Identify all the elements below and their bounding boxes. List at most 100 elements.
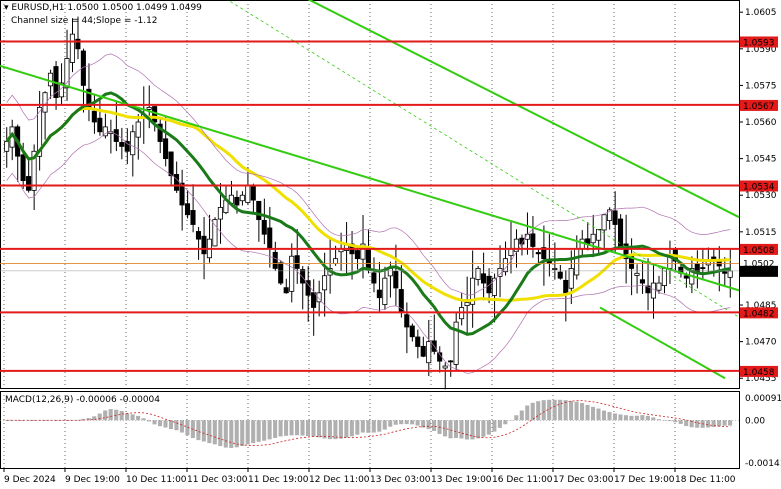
candle [382, 277, 388, 305]
candle [420, 345, 426, 357]
x-tick-label: 16 Dec 11:00 [492, 475, 553, 485]
candle [639, 279, 646, 284]
macd-bar [563, 400, 568, 421]
candle [135, 121, 141, 138]
macd-bar [486, 420, 491, 435]
macd-bar [42, 420, 47, 421]
macd-bar [103, 410, 108, 421]
macd-bar [196, 420, 201, 441]
macd-bar [212, 420, 217, 445]
macd-bar [344, 420, 349, 438]
macd-bar [262, 420, 267, 441]
macd-bar [125, 413, 130, 421]
macd-bar [152, 420, 157, 425]
macd-bar [470, 420, 475, 440]
candle [119, 142, 125, 147]
candle [190, 210, 196, 225]
macd-bar [289, 420, 294, 436]
channel-line-middle [0, 64, 740, 292]
macd-bar [136, 415, 141, 421]
macd-bar [580, 403, 585, 421]
candle [448, 360, 454, 363]
macd-bar [448, 420, 453, 439]
macd-bar [229, 420, 234, 448]
candle [563, 279, 569, 294]
candle [124, 141, 130, 152]
macd-bar [119, 411, 124, 421]
candle [64, 58, 70, 89]
macd-bar [59, 420, 64, 421]
candle [475, 268, 481, 280]
macd-bar [514, 415, 519, 421]
x-tick-label: 9 Dec 2024 [4, 475, 56, 485]
macd-bar [245, 420, 250, 445]
candle [354, 250, 360, 260]
macd-bar [695, 420, 700, 428]
macd-bar [81, 418, 86, 421]
candle [239, 194, 245, 202]
macd-bar [240, 420, 245, 447]
candle [289, 255, 295, 292]
candle [31, 150, 37, 191]
candle [47, 72, 54, 87]
candle [305, 280, 311, 296]
candle [163, 138, 169, 160]
candle [453, 321, 459, 365]
macd-bar [497, 420, 502, 428]
macd-bar [300, 420, 305, 436]
x-tick-label: 13 Dec 03:00 [370, 475, 431, 485]
macd-bar [92, 416, 97, 421]
macd-bar [481, 420, 486, 437]
macd-bar [634, 415, 639, 421]
macd-bar [377, 420, 382, 432]
macd-bar [295, 420, 300, 436]
macd-scale-mid: 0.00 [745, 416, 765, 426]
macd-bar [541, 400, 546, 421]
macd-bar [574, 401, 579, 421]
candle [623, 243, 629, 260]
macd-bar [366, 420, 371, 433]
x-tick-label: 9 Dec 19:00 [65, 475, 120, 485]
macd-bar [475, 420, 480, 439]
macd-scale-top: 0.00091 [745, 394, 781, 404]
candle [409, 325, 415, 338]
macd-bar [223, 420, 228, 448]
macd-bar [640, 415, 645, 421]
candle [332, 258, 339, 265]
macd-bar [601, 410, 607, 421]
candle [316, 292, 322, 303]
envelope-lower [6, 131, 731, 374]
y-tick-label: 1.0455 [745, 374, 777, 384]
candle [464, 302, 470, 306]
candle [234, 196, 240, 206]
candle [393, 270, 399, 289]
macd-bar [316, 420, 322, 438]
candle [415, 336, 421, 347]
candle [360, 243, 366, 260]
candle [80, 50, 86, 86]
macd-bar [163, 420, 168, 428]
macd-bar [207, 420, 212, 444]
y-tick-label: 1.0605 [745, 8, 777, 18]
candle [322, 275, 328, 291]
candle [557, 271, 563, 279]
level-tag [740, 307, 778, 319]
macd-bar [558, 399, 563, 421]
candle [426, 341, 432, 364]
macd-bar [399, 420, 404, 425]
macd-bar [426, 420, 431, 430]
candle [513, 238, 519, 252]
bid-label: 1.0502 [743, 260, 775, 270]
candle [283, 287, 289, 294]
macd-signal-line [6, 400, 731, 447]
macd-bar [607, 412, 612, 421]
level-tag [740, 180, 778, 192]
macd-bar [464, 420, 470, 440]
macd-bar [108, 409, 113, 421]
macd-bar [267, 420, 272, 440]
candle [596, 228, 602, 241]
y-tick-label: 1.0575 [745, 81, 777, 91]
candle [607, 209, 613, 222]
candle [711, 256, 717, 260]
